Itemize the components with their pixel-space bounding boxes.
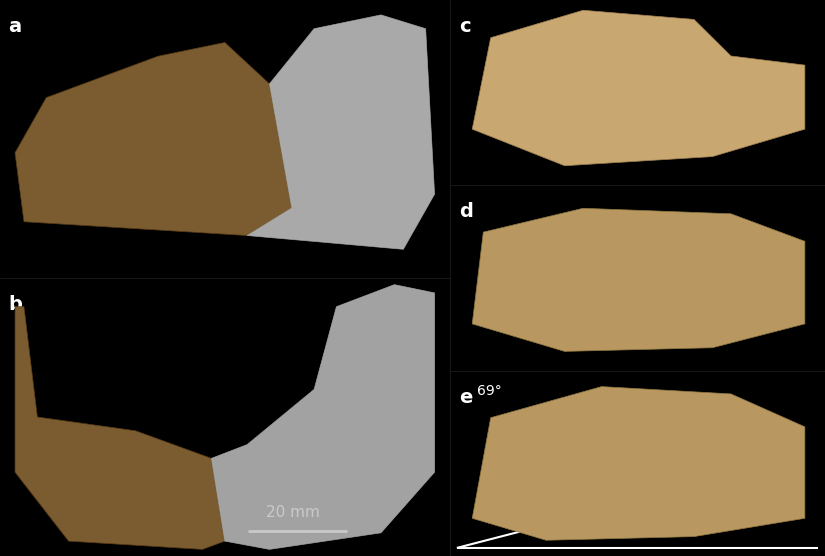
Text: c: c — [460, 17, 471, 36]
Polygon shape — [472, 208, 805, 351]
Polygon shape — [211, 285, 435, 549]
Text: 69°: 69° — [477, 384, 502, 398]
Text: b: b — [8, 295, 22, 314]
Polygon shape — [248, 15, 435, 249]
Text: d: d — [460, 202, 474, 221]
Polygon shape — [472, 10, 805, 166]
Text: e: e — [460, 388, 473, 406]
Polygon shape — [472, 386, 805, 540]
Text: 20 mm: 20 mm — [266, 505, 320, 520]
Polygon shape — [15, 42, 292, 236]
Polygon shape — [15, 307, 224, 549]
Text: a: a — [8, 17, 21, 36]
